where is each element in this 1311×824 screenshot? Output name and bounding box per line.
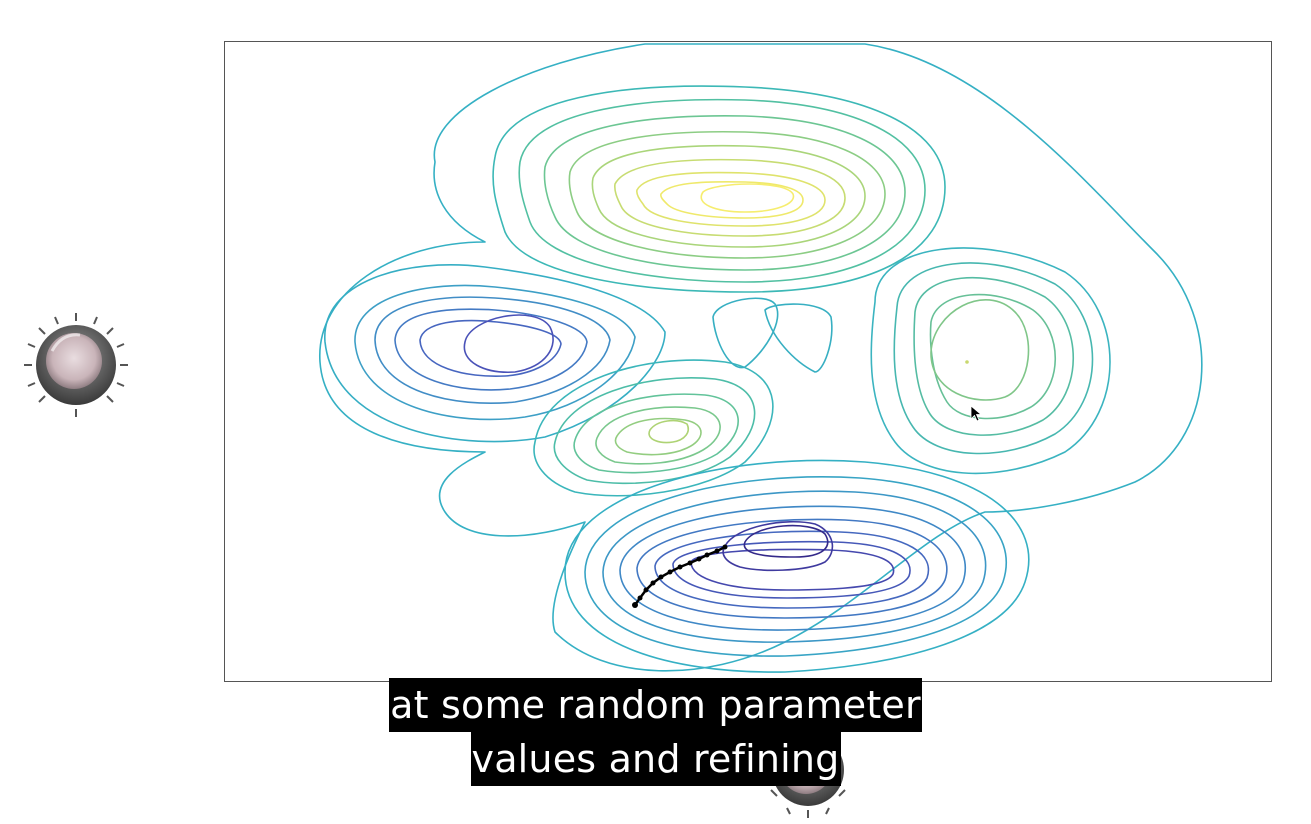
contour-left-1: [324, 264, 666, 443]
contour-bottom-4: [619, 505, 967, 631]
subtitle-line-1: at some random parameter: [389, 678, 922, 732]
contour-right-2: [893, 262, 1094, 455]
contour-plot-svg: [319, 43, 1203, 673]
contour-left-4: [394, 308, 588, 391]
contour-top-8: [660, 180, 804, 219]
optimization-path: [632, 544, 728, 608]
contour-right-4: [929, 293, 1057, 420]
subtitle-line-2: values and refining: [470, 732, 841, 786]
contour-mid-2: [553, 377, 756, 485]
contour-left-2: [354, 284, 636, 421]
contour-right-peak: [965, 360, 969, 364]
contour-bottom-10: [743, 524, 829, 558]
contour-bottom-6: [654, 530, 930, 609]
contour-center-hole-2: [764, 303, 833, 373]
contour-plot: [224, 41, 1272, 682]
contour-right-3: [913, 276, 1074, 436]
contour-mid-5: [614, 417, 702, 456]
dial-knob-icon: [22, 311, 130, 419]
contour-top-9: [700, 183, 795, 213]
contour-left-3: [374, 296, 611, 404]
contour-right-1: [870, 247, 1111, 475]
contour-top-1: [492, 85, 946, 293]
contour-left-5: [419, 319, 562, 378]
contour-mid-4: [595, 406, 721, 465]
contour-top-2: [518, 98, 926, 283]
contour-mid-3: [573, 393, 739, 474]
subtitle-caption: at some random parameter values and refi…: [0, 678, 1311, 786]
contour-bottom-7: [672, 540, 911, 599]
contour-outer-envelope: [319, 43, 1203, 672]
contour-mid-6: [648, 419, 689, 444]
contour-bottom-1: [564, 459, 1030, 673]
contour-bottom-3: [602, 490, 987, 643]
contour-left-6: [463, 314, 554, 373]
contour-top-3: [543, 115, 906, 271]
contour-mid-1: [533, 359, 774, 497]
mouse-pointer-icon: [970, 405, 984, 423]
contour-top-6: [614, 158, 846, 237]
contour-top-7: [636, 171, 826, 227]
contour-bottom-2: [584, 476, 1008, 657]
contour-bottom-9: [722, 521, 834, 572]
contour-right-5: [930, 299, 1030, 401]
contour-top-5: [591, 144, 866, 248]
contour-bottom-8: [690, 548, 895, 591]
contour-top-4: [568, 130, 886, 259]
contour-bottom-5: [636, 518, 948, 619]
